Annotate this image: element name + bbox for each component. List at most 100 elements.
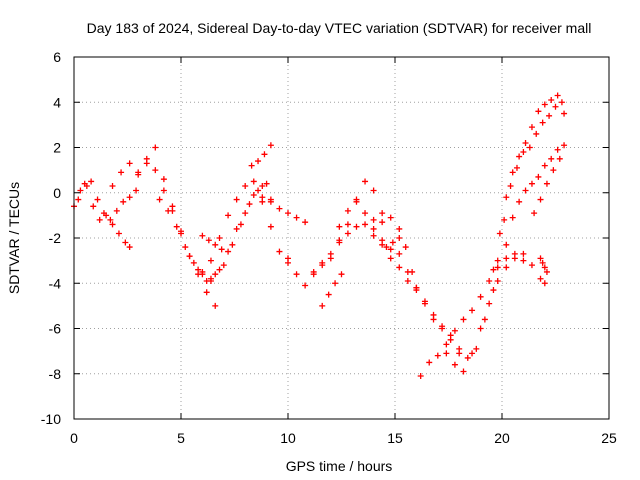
y-tick-label: -4 [49, 275, 62, 291]
data-point [404, 277, 411, 284]
data-point [439, 323, 446, 330]
data-point [113, 207, 120, 214]
data-point [396, 225, 403, 232]
data-point [550, 167, 557, 174]
data-point [556, 155, 563, 162]
data-point [195, 266, 202, 273]
data-point [205, 237, 212, 244]
data-point [486, 300, 493, 307]
axis-ticks [73, 56, 610, 420]
data-point [186, 253, 193, 260]
data-point [81, 180, 88, 187]
data-point [107, 216, 114, 223]
data-point [246, 201, 253, 208]
data-point [413, 287, 420, 294]
data-point [218, 246, 225, 253]
data-point [543, 180, 550, 187]
series-track-20 [490, 92, 568, 273]
data-point [387, 246, 394, 253]
data-point [379, 241, 386, 248]
data-point [319, 302, 326, 309]
data-point [160, 187, 167, 194]
data-point [541, 101, 548, 108]
data-point [263, 180, 270, 187]
series-track-10 [248, 142, 274, 169]
x-tick-label: 5 [177, 430, 185, 446]
x-tick-label: 10 [280, 430, 296, 446]
data-point [539, 259, 546, 266]
y-tick-label: -6 [49, 321, 62, 337]
data-point [516, 198, 523, 205]
series-track-22 [503, 142, 568, 248]
data-point [537, 196, 544, 203]
data-point [520, 257, 527, 264]
data-point [561, 110, 568, 117]
data-point [109, 182, 116, 189]
data-point [507, 182, 514, 189]
data-point [443, 341, 450, 348]
data-point [522, 139, 529, 146]
y-axis-label: SDTVAR / TECUs [6, 182, 22, 294]
series-track-19 [443, 250, 548, 375]
data-point [248, 162, 255, 169]
x-tick-labels: 0 5 10 15 20 25 [70, 430, 617, 446]
data-point [535, 173, 542, 180]
y-tick-labels: -10 -8 -6 -4 -2 0 2 4 6 [41, 49, 61, 427]
data-point [332, 280, 339, 287]
data-point [379, 219, 386, 226]
data-point [152, 167, 159, 174]
data-point [533, 130, 540, 137]
data-point [173, 223, 180, 230]
x-tick-label: 20 [494, 430, 510, 446]
data-point [537, 275, 544, 282]
data-point [421, 300, 428, 307]
data-point [509, 214, 516, 221]
data-point [225, 212, 232, 219]
data-point [535, 108, 542, 115]
data-point [344, 207, 351, 214]
data-point [477, 293, 484, 300]
data-point [293, 214, 300, 221]
data-point [237, 221, 244, 228]
data-point [143, 160, 150, 167]
data-point [548, 155, 555, 162]
data-point [528, 180, 535, 187]
data-point [539, 119, 546, 126]
data-point [456, 350, 463, 357]
data-point [115, 230, 122, 237]
data-point [216, 266, 223, 273]
data-point [250, 178, 257, 185]
series-track-21 [494, 99, 565, 264]
data-point [511, 255, 518, 262]
data-point [353, 223, 360, 230]
data-point [338, 271, 345, 278]
data-point [490, 287, 497, 294]
data-point [233, 196, 240, 203]
data-point [229, 241, 236, 248]
series-track-2 [75, 178, 140, 223]
data-point [255, 187, 262, 194]
data-point [477, 325, 484, 332]
data-point [156, 196, 163, 203]
data-point [207, 257, 214, 264]
data-point [469, 307, 476, 314]
data-point [353, 198, 360, 205]
data-point [513, 164, 520, 171]
data-point [434, 352, 441, 359]
data-point [276, 205, 283, 212]
data-point [182, 244, 189, 251]
data-point [212, 271, 219, 278]
data-point [396, 250, 403, 257]
data-point [242, 210, 249, 217]
data-point [481, 316, 488, 323]
data-point [120, 198, 127, 205]
data-point [396, 264, 403, 271]
data-point [109, 221, 116, 228]
data-point [126, 194, 133, 201]
data-point [302, 219, 309, 226]
data-point [387, 214, 394, 221]
data-point [250, 192, 257, 199]
data-point [100, 210, 107, 217]
data-point [522, 187, 529, 194]
data-point [558, 99, 565, 106]
